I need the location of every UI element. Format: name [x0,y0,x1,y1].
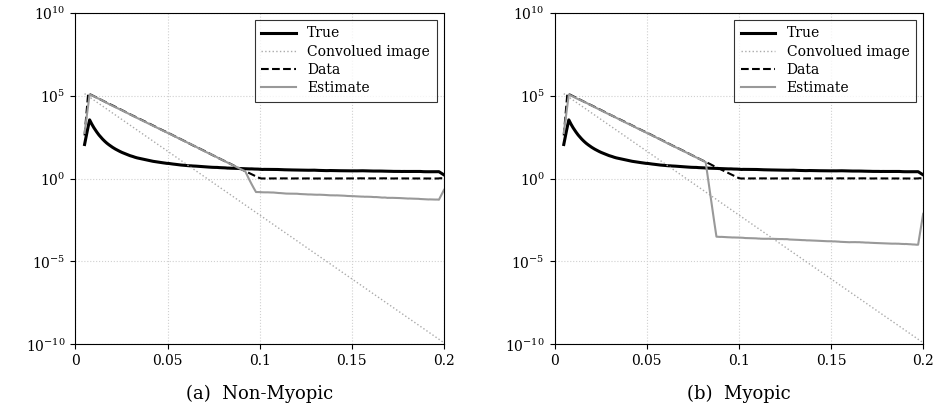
Data [918,176,929,181]
Convolued image [772,239,784,244]
Estimate [732,235,743,240]
True [274,167,285,172]
Data [773,176,785,181]
Legend: True, Convolued image, Data, Estimate: True, Convolued image, Data, Estimate [734,20,917,102]
Estimate [918,211,929,216]
True [853,168,865,173]
True [729,167,740,172]
Data [561,91,573,96]
Estimate [79,130,90,135]
Data [729,174,740,179]
True [563,117,575,122]
Convolued image [918,340,929,345]
Data [252,175,264,180]
Convolued image [273,226,284,231]
Convolued image [252,211,263,216]
Estimate [729,235,740,240]
Estimate [563,92,575,97]
Convolued image [293,239,304,244]
Estimate [430,197,442,202]
Data [79,133,90,138]
Data [736,176,747,181]
Line: Estimate: Estimate [85,94,444,200]
True [251,167,262,172]
Convolued image [250,210,261,215]
True [558,142,569,147]
Line: Estimate: Estimate [563,94,923,245]
Data [754,176,765,181]
Convolued image [753,226,764,231]
X-axis label: (b)  Myopic: (b) Myopic [687,385,790,403]
True [754,167,765,172]
Estimate [911,242,922,247]
True [910,169,921,174]
Estimate [252,189,264,194]
Convolued image [729,210,740,215]
Legend: True, Convolued image, Data, Estimate: True, Convolued image, Data, Estimate [254,20,437,102]
Data [558,133,569,138]
True [772,168,784,173]
Line: Data: Data [563,93,923,178]
Data [431,176,443,181]
Estimate [374,195,385,200]
Estimate [438,187,449,192]
True [438,172,449,177]
Estimate [294,192,305,197]
True [84,117,95,122]
Data [83,91,94,96]
Line: Convolued image: Convolued image [85,94,444,343]
True [918,172,929,177]
Estimate [910,242,921,247]
Data [910,176,921,181]
Convolued image [853,295,864,300]
Convolued image [909,334,920,339]
Data [732,175,743,180]
True [374,168,385,173]
True [732,167,743,172]
Estimate [274,191,285,196]
True [252,167,264,172]
Convolued image [79,91,90,96]
Data [275,176,286,181]
Convolued image [373,295,384,300]
Data [438,176,449,181]
True [430,169,442,174]
Data [251,174,262,179]
Data [854,176,866,181]
Estimate [558,131,569,136]
Data [256,176,268,181]
Estimate [853,240,865,245]
Convolued image [558,91,569,96]
X-axis label: (a)  Non-Myopic: (a) Non-Myopic [186,385,333,403]
Estimate [433,197,445,202]
Line: True: True [85,120,444,175]
True [79,142,90,147]
Data [294,176,305,181]
Line: Data: Data [85,93,444,178]
Line: Convolued image: Convolued image [563,94,923,343]
Line: True: True [563,120,923,175]
Estimate [84,92,95,97]
Convolued image [430,334,441,339]
Convolued image [731,211,742,216]
Data [375,176,386,181]
Convolued image [438,340,449,345]
Estimate [754,236,765,241]
True [294,168,305,173]
Estimate [772,236,784,241]
Estimate [251,189,262,194]
